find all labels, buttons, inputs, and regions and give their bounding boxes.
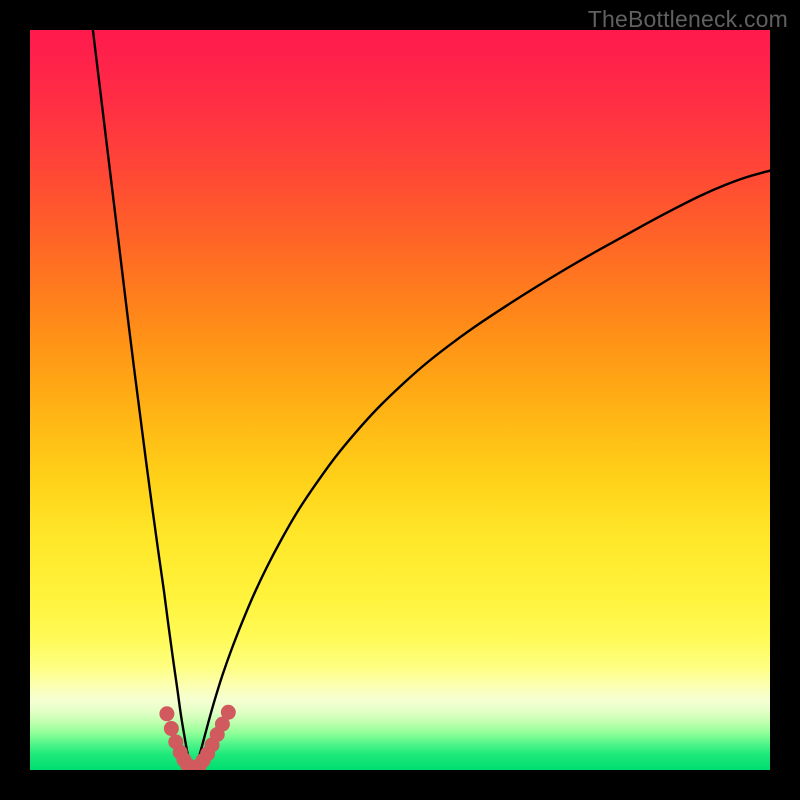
watermark-text: TheBottleneck.com — [588, 6, 788, 33]
marker-point — [164, 722, 178, 736]
marker-point — [221, 705, 235, 719]
marker-point — [160, 707, 174, 721]
bottleneck-chart — [0, 0, 800, 800]
chart-background — [30, 30, 770, 770]
